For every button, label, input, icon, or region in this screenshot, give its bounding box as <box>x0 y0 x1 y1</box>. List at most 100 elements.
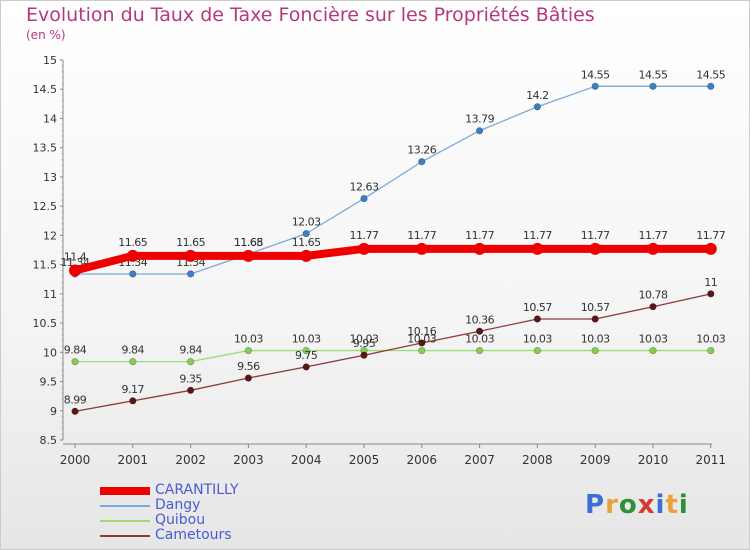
y-tick-label: 13.5 <box>33 142 58 155</box>
y-tick-label: 14.5 <box>33 83 58 96</box>
data-point-carantilly <box>531 242 544 255</box>
data-point-cametours <box>649 303 657 311</box>
legend: CARANTILLY Dangy Quibou Cametours <box>100 482 300 543</box>
logo-letter: P <box>585 490 606 520</box>
x-tick-label: 2003 <box>233 453 264 467</box>
data-point-cametours <box>591 315 599 323</box>
data-point-cametours <box>244 374 252 382</box>
y-tick-label: 15 <box>43 54 57 67</box>
data-label-cametours: 11 <box>704 276 717 289</box>
data-point-dangy <box>707 82 715 90</box>
data-label-quibou: 10.03 <box>407 333 436 346</box>
data-label-dangy: 12.03 <box>292 216 321 229</box>
data-label-carantilly: 11.65 <box>292 236 321 249</box>
data-point-cametours <box>476 327 484 335</box>
series-line-carantilly <box>74 244 711 275</box>
data-label-quibou: 10.03 <box>581 333 610 346</box>
data-point-quibou <box>302 346 310 355</box>
data-point-cametours <box>71 407 79 415</box>
data-label-quibou: 10.03 <box>696 333 725 346</box>
data-point-dangy <box>649 82 657 90</box>
data-label-carantilly: 11.77 <box>581 229 610 242</box>
data-point-carantilly <box>300 249 313 262</box>
legend-item-quibou: Quibou <box>100 512 300 528</box>
data-point-quibou <box>591 346 599 355</box>
data-label-quibou: 10.03 <box>465 333 494 346</box>
series-line-quibou <box>75 349 711 363</box>
y-tick-label: 11 <box>43 288 57 301</box>
data-label-cametours: 9.56 <box>237 360 260 373</box>
chart-subtitle: (en %) <box>26 28 66 42</box>
data-label-quibou: 10.03 <box>350 333 379 346</box>
x-tick-label: 2000 <box>60 453 91 467</box>
x-tick-label: 2007 <box>464 453 495 467</box>
data-point-quibou <box>187 358 195 366</box>
data-label-dangy: 14.55 <box>696 68 725 81</box>
legend-item-dangy: Dangy <box>100 497 300 513</box>
data-point-cametours <box>707 290 715 298</box>
x-tick-label: 2011 <box>696 453 727 467</box>
series-line-dangy <box>75 85 711 275</box>
data-label-dangy: 14.55 <box>581 68 610 81</box>
data-label-dangy: 13.79 <box>465 113 494 126</box>
data-label-carantilly: 11.77 <box>523 229 552 242</box>
data-label-dangy: 11.68 <box>234 236 263 249</box>
x-tick-label: 2009 <box>580 453 611 467</box>
data-point-carantilly <box>473 242 486 255</box>
y-tick-label: 11.5 <box>33 259 58 272</box>
logo-letter: o <box>618 490 638 520</box>
logo-letter: r <box>605 490 619 520</box>
legend-label: Cametours <box>155 527 232 543</box>
data-point-cametours <box>187 386 195 394</box>
data-label-cametours: 10.16 <box>407 325 436 338</box>
data-point-dangy <box>187 270 195 278</box>
data-point-cametours <box>533 315 542 323</box>
legend-item-carantilly: CARANTILLY <box>100 482 300 498</box>
x-tick-label: 2008 <box>522 453 553 467</box>
data-label-cametours: 9.75 <box>295 349 318 362</box>
data-label-quibou: 9.84 <box>122 344 145 357</box>
data-label-carantilly: 11.77 <box>407 229 436 242</box>
data-label-cametours: 10.78 <box>639 289 668 302</box>
logo-letter: i <box>655 490 666 520</box>
data-label-carantilly: 11.4 <box>64 250 87 263</box>
data-label-dangy: 14.55 <box>639 68 668 81</box>
data-point-quibou <box>244 346 252 355</box>
x-tick-label: 2002 <box>175 453 206 467</box>
data-point-carantilly <box>126 249 139 262</box>
y-tick-label: 12.5 <box>33 200 58 213</box>
data-label-cametours: 10.57 <box>523 301 552 314</box>
data-point-carantilly <box>242 249 255 262</box>
data-point-quibou <box>418 346 426 355</box>
data-point-dangy <box>129 270 137 278</box>
logo-letter: t <box>665 490 679 520</box>
data-point-quibou <box>129 358 137 366</box>
data-point-quibou <box>533 346 542 355</box>
data-point-dangy <box>360 194 368 203</box>
data-label-cametours: 9.35 <box>179 372 202 385</box>
data-label-cametours: 9.17 <box>122 383 145 396</box>
data-label-carantilly: 11.77 <box>696 229 725 242</box>
data-point-cametours <box>302 363 310 371</box>
data-point-carantilly <box>415 242 428 255</box>
x-tick-label: 2006 <box>407 453 438 467</box>
data-label-quibou: 10.03 <box>523 333 552 346</box>
chart-title: Evolution du Taux de Taxe Foncière sur l… <box>26 4 595 26</box>
y-tick-label: 9.5 <box>40 376 58 389</box>
legend-label: Quibou <box>155 512 206 528</box>
data-point-quibou <box>476 346 484 355</box>
data-label-carantilly: 11.77 <box>350 229 379 242</box>
x-tick-label: 2005 <box>349 453 380 467</box>
y-tick-label: 10.5 <box>33 317 58 330</box>
data-label-cametours: 10.57 <box>581 301 610 314</box>
data-point-carantilly <box>647 242 659 255</box>
data-label-carantilly: 11.65 <box>118 236 147 249</box>
data-label-dangy: 13.26 <box>407 144 436 157</box>
legend-label: Dangy <box>155 497 201 513</box>
data-point-dangy <box>533 103 542 111</box>
x-tick-label: 2004 <box>291 453 322 467</box>
data-label-quibou: 10.03 <box>292 333 321 346</box>
legend-item-cametours: Cametours <box>100 527 300 543</box>
y-tick-label: 14 <box>43 112 57 125</box>
